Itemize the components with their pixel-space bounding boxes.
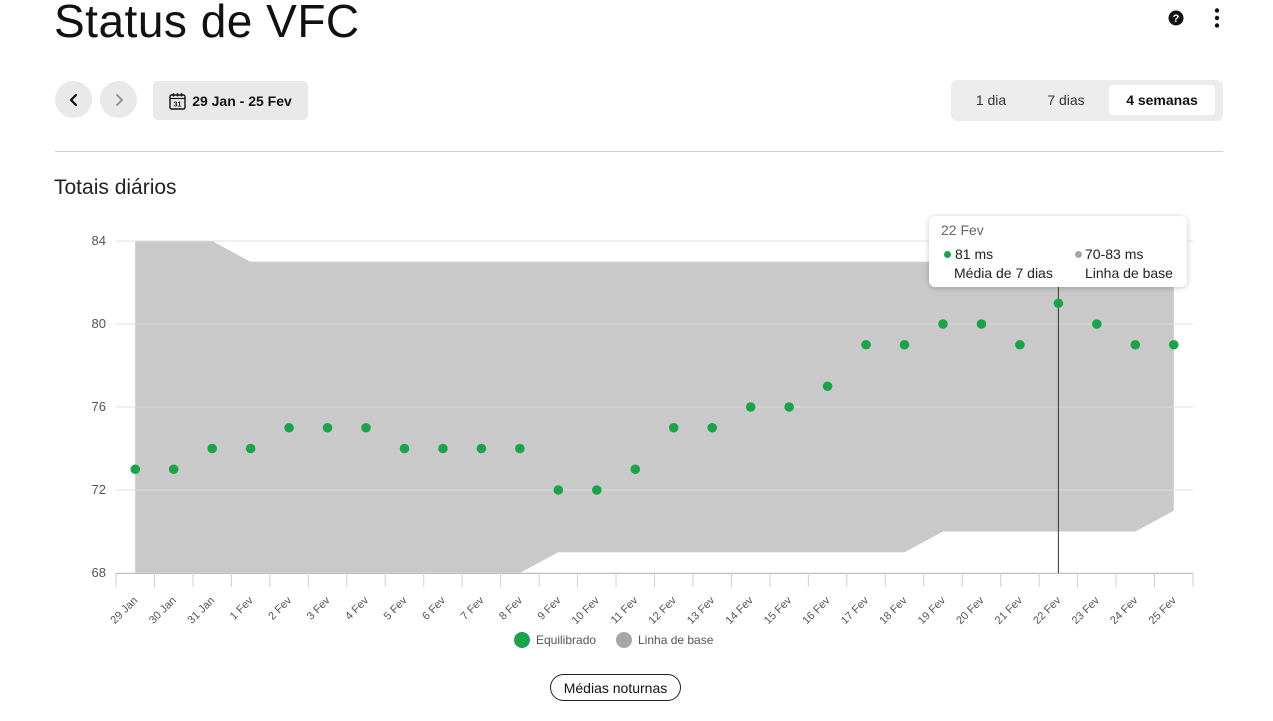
x-tick-label: 16 Fev	[800, 594, 833, 627]
next-period-button[interactable]	[100, 81, 137, 118]
range-1-day-button[interactable]: 1 dia	[961, 85, 1021, 115]
data-point	[361, 422, 371, 433]
data-point	[707, 422, 717, 433]
y-tick-label-72: 72	[92, 482, 106, 497]
tooltip-value-label: Média de 7 dias	[954, 265, 1053, 281]
x-tick-label: 18 Fev	[877, 594, 910, 627]
x-tick-label: 11 Fev	[609, 594, 641, 626]
x-tick-label: 23 Fev	[1070, 594, 1103, 627]
x-tick-label: 14 Fev	[724, 594, 757, 627]
data-point	[553, 485, 564, 495]
x-tick-label: 9 Fev	[536, 594, 564, 622]
data-point	[438, 443, 448, 454]
x-tick-label: 19 Fev	[916, 594, 949, 627]
x-tick-label: 22 Fev	[1031, 594, 1064, 627]
previous-period-button[interactable]	[55, 81, 92, 118]
legend-balanced-label: Equilibrado	[536, 633, 597, 647]
data-point	[745, 402, 756, 412]
data-point	[399, 443, 410, 454]
range-4-weeks-button[interactable]: 4 semanas	[1109, 85, 1215, 115]
tooltip-balanced-dot	[944, 251, 951, 258]
date-range-label: 29 Jan - 25 Fev	[192, 92, 292, 109]
x-tick-label: 29 Jan	[109, 595, 141, 627]
data-point	[861, 339, 871, 350]
data-point	[630, 464, 641, 475]
legend-baseline-label: Linha de base	[638, 633, 714, 647]
svg-text:31: 31	[174, 101, 182, 108]
data-point	[1130, 339, 1141, 350]
x-tick-label: 25 Fev	[1147, 594, 1180, 627]
data-point	[1092, 319, 1102, 329]
more-options-icon[interactable]	[1205, 6, 1229, 30]
x-tick-label: 30 Jan	[147, 595, 179, 627]
x-tick-label: 10 Fev	[570, 594, 603, 627]
x-tick-label: 24 Fev	[1108, 594, 1141, 627]
chevron-right-icon	[115, 93, 123, 106]
legend-item-baseline[interactable]: Linha de base	[616, 632, 713, 648]
data-point	[284, 422, 294, 433]
x-tick-label: 3 Fev	[305, 594, 333, 622]
data-point	[592, 485, 602, 495]
y-tick-label-68: 68	[92, 565, 106, 580]
x-tick-label: 4 Fev	[343, 594, 371, 622]
x-tick-label: 5 Fev	[382, 594, 410, 622]
range-selector: 1 dia 7 dias 4 semanas	[951, 80, 1223, 121]
tooltip-baseline-dot	[1075, 251, 1082, 258]
x-tick-label: 13 Fev	[685, 594, 718, 627]
tooltip-value: 81 ms	[955, 246, 994, 262]
svg-text:?: ?	[1173, 13, 1180, 25]
data-point	[784, 402, 794, 412]
x-tick-label: 21 Fev	[993, 594, 1026, 627]
x-tick-label: 6 Fev	[420, 594, 448, 622]
date-range-button[interactable]: 31 29 Jan - 25 Fev	[153, 81, 308, 120]
data-point	[476, 443, 487, 454]
legend-item-balanced[interactable]: Equilibrado	[514, 632, 596, 648]
x-tick-label: 31 Jan	[185, 595, 217, 627]
help-icon[interactable]: ?	[1164, 6, 1188, 30]
x-tick-label: 20 Fev	[954, 594, 987, 627]
y-tick-label-80: 80	[92, 316, 106, 331]
data-point	[207, 443, 217, 454]
data-point	[130, 464, 141, 475]
y-tick-label-84: 84	[92, 233, 106, 248]
legend-balanced-swatch	[514, 632, 530, 648]
data-point	[1168, 339, 1179, 350]
tooltip-baseline-label: Linha de base	[1085, 265, 1173, 281]
tooltip-baseline-range: 70-83 ms	[1085, 246, 1144, 262]
x-tick-label: 1 Fev	[228, 594, 256, 622]
page-title: Status de VFC	[54, 0, 360, 47]
data-point	[976, 319, 987, 329]
data-point	[1053, 298, 1064, 309]
tooltip-date: 22 Fev	[941, 222, 984, 238]
chart-tooltip: 22 Fev 81 ms Média de 7 dias 70-83 ms Li…	[929, 216, 1187, 287]
night-averages-button[interactable]: Médias noturnas	[550, 674, 681, 701]
chevron-left-icon	[69, 93, 77, 106]
section-title: Totais diários	[54, 176, 177, 199]
x-tick-label: 2 Fev	[266, 594, 294, 622]
x-tick-label: 12 Fev	[647, 594, 680, 627]
data-point	[1015, 339, 1025, 350]
data-point	[822, 381, 833, 392]
data-point	[322, 422, 333, 433]
x-tick-label: 8 Fev	[497, 594, 525, 622]
data-point	[668, 422, 679, 433]
y-tick-label-76: 76	[92, 399, 106, 414]
calendar-icon: 31	[169, 92, 186, 110]
data-point	[245, 443, 256, 454]
legend-baseline-swatch	[616, 632, 632, 648]
header-divider	[55, 151, 1223, 152]
x-tick-label: 15 Fev	[762, 594, 795, 627]
range-7-days-button[interactable]: 7 dias	[1032, 85, 1100, 115]
data-point	[168, 464, 179, 475]
data-point	[899, 339, 910, 350]
x-tick-label: 7 Fev	[459, 594, 487, 622]
x-tick-label: 17 Fev	[839, 594, 872, 627]
data-point	[938, 319, 948, 329]
data-point	[515, 443, 525, 454]
